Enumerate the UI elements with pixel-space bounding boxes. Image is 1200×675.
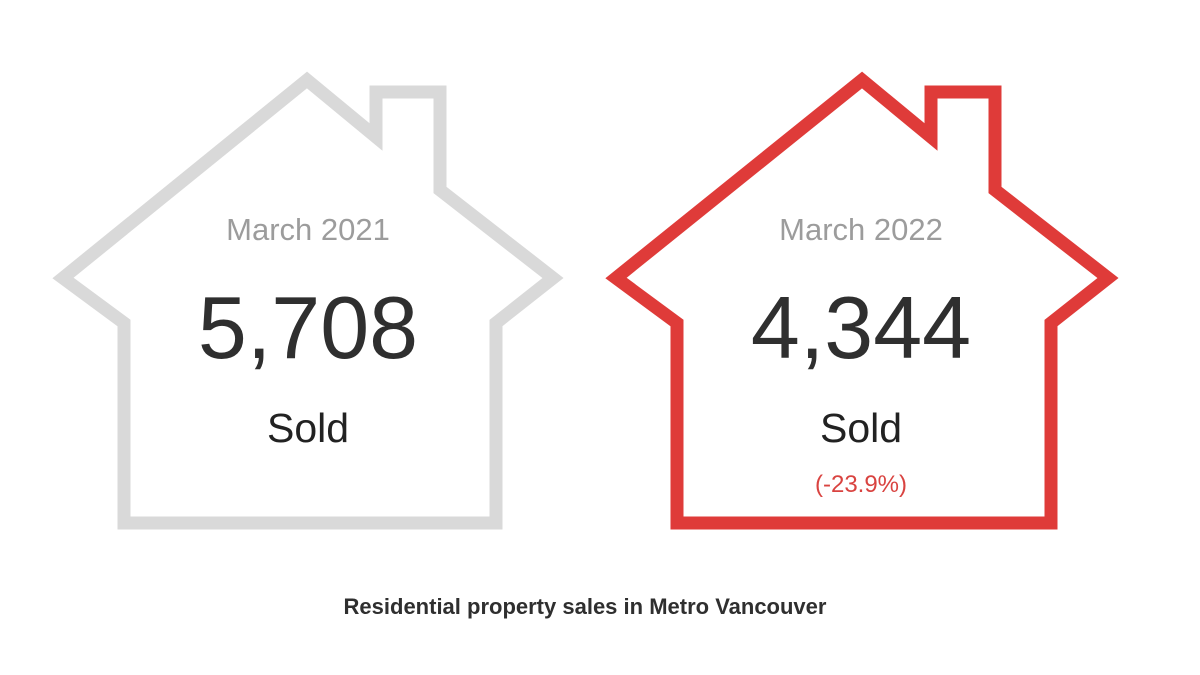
house-2021-shape	[52, 71, 564, 530]
sales-count: 4,344	[750, 278, 972, 377]
sold-label: Sold	[266, 405, 350, 451]
house-card-2022: March 2022 4,344 Sold (-23.9%)	[611, 0, 1111, 675]
sales-count: 5,708	[197, 278, 419, 377]
house-2022-shape	[605, 71, 1119, 530]
period-label: March 2022	[779, 212, 943, 247]
house-2022-outline	[605, 71, 1119, 530]
chart-caption: Residential property sales in Metro Vanc…	[343, 594, 827, 619]
house-card-2021: March 2021 5,708 Sold	[58, 0, 558, 675]
sold-label: Sold	[819, 405, 903, 451]
house-2021-outline	[52, 71, 564, 530]
period-label: March 2021	[226, 212, 390, 247]
change-percentage: (-23.9%)	[814, 471, 908, 498]
